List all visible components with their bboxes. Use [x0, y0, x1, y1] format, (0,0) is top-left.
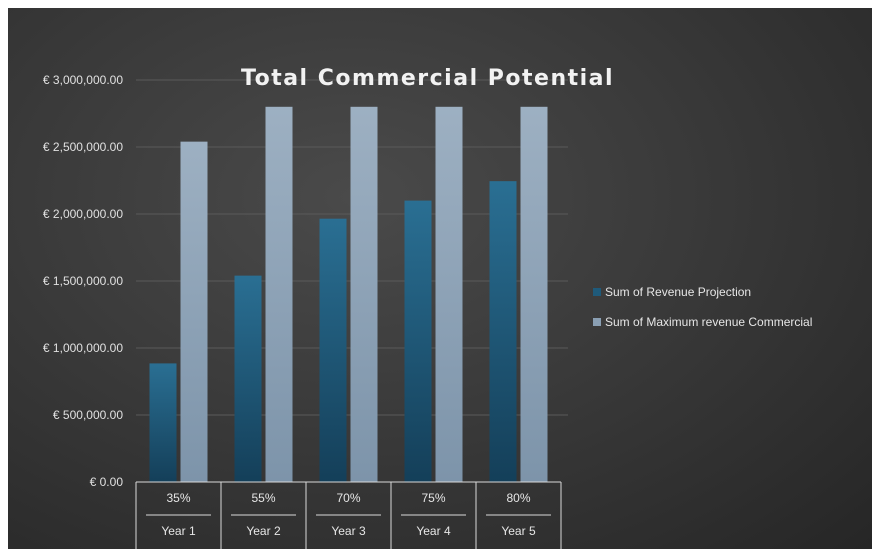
chart-legend: Sum of Revenue Projection Sum of Maximum… — [593, 284, 872, 344]
legend-swatch-revenue-projection — [593, 288, 601, 296]
x-tick-label-year-1: Year 2 — [246, 524, 281, 538]
bar-series0-year-2 — [234, 275, 262, 482]
chart-area: € 0.00 € 500,000.00 € 1,000,000.00 € 1,500,… — [8, 8, 872, 549]
x-tick-label-rate-1: 55% — [251, 491, 275, 505]
bar-series0-year-3 — [319, 218, 347, 482]
y-tick-label-0: € 0.00 — [90, 475, 124, 489]
x-tick-label-rate-0: 35% — [166, 491, 190, 505]
bar-series0-year-5 — [489, 181, 517, 483]
legend-label-revenue-projection: Sum of Revenue Projection — [605, 285, 752, 299]
legend-item-maximum-revenue: Sum of Maximum revenue Commercial — [593, 314, 872, 330]
y-tick-label-6: € 3,000,000.00 — [43, 73, 123, 87]
x-tick-label-year-2: Year 3 — [331, 524, 366, 538]
bar-series1-year-3 — [350, 106, 378, 483]
legend-label-maximum-revenue: Sum of Maximum revenue Commercial — [605, 315, 813, 329]
bar-series0-year-4 — [404, 200, 432, 482]
x-tick-label-rate-4: 80% — [506, 491, 530, 505]
legend-item-revenue-projection: Sum of Revenue Projection — [593, 284, 872, 300]
y-tick-label-5: € 2,500,000.00 — [43, 140, 123, 154]
x-tick-label-year-0: Year 1 — [161, 524, 196, 538]
chart-title: Total Commercial Potential — [241, 66, 615, 91]
bar-series0-year-1 — [149, 363, 177, 482]
y-tick-label-1: € 500,000.00 — [53, 408, 123, 422]
bar-series1-year-4 — [435, 106, 463, 483]
x-tick-label-year-4: Year 5 — [501, 524, 536, 538]
x-tick-label-rate-2: 70% — [336, 491, 360, 505]
x-tick-label-year-3: Year 4 — [416, 524, 451, 538]
y-tick-label-2: € 1,000,000.00 — [43, 341, 123, 355]
legend-swatch-maximum-revenue — [593, 318, 601, 326]
bar-series1-year-1 — [180, 141, 208, 482]
bar-series1-year-5 — [520, 106, 548, 483]
y-tick-label-4: € 2,000,000.00 — [43, 207, 123, 221]
chart-plot: € 0.00 € 500,000.00 € 1,000,000.00 € 1,500,… — [43, 73, 568, 549]
x-tick-label-rate-3: 75% — [421, 491, 445, 505]
y-tick-label-3: € 1,500,000.00 — [43, 274, 123, 288]
bar-series1-year-2 — [265, 106, 293, 483]
